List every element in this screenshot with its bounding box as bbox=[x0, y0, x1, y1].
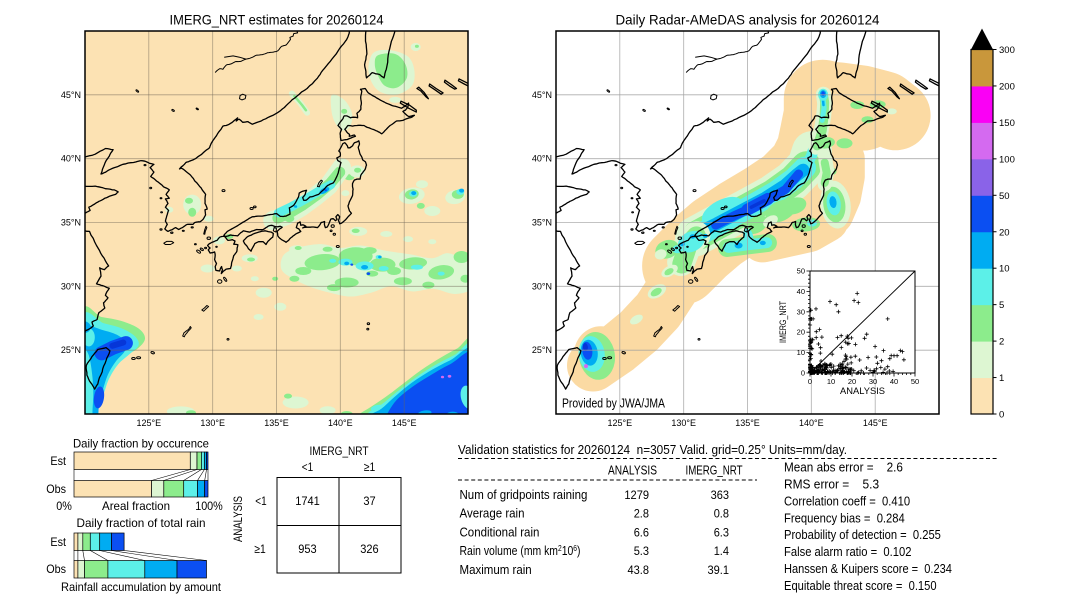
svg-text:2: 2 bbox=[999, 337, 1004, 348]
svg-text:0: 0 bbox=[801, 369, 805, 378]
svg-text:300: 300 bbox=[999, 45, 1015, 56]
svg-text:≥1: ≥1 bbox=[254, 542, 266, 556]
svg-text:35°N: 35°N bbox=[61, 218, 81, 228]
svg-text:50: 50 bbox=[911, 377, 919, 386]
svg-text:50: 50 bbox=[999, 191, 1010, 202]
svg-text:10: 10 bbox=[827, 377, 835, 386]
svg-text:0: 0 bbox=[808, 377, 812, 386]
svg-text:135°E: 135°E bbox=[735, 418, 760, 428]
svg-text:100%: 100% bbox=[195, 499, 223, 513]
svg-text:ANALYSIS: ANALYSIS bbox=[231, 496, 245, 542]
svg-text:Obs: Obs bbox=[46, 562, 66, 576]
svg-text:40°N: 40°N bbox=[61, 154, 81, 164]
svg-text:<1: <1 bbox=[302, 460, 314, 474]
svg-text:0: 0 bbox=[999, 410, 1004, 421]
svg-text:1.4: 1.4 bbox=[714, 544, 730, 558]
svg-text:45°N: 45°N bbox=[61, 90, 81, 100]
svg-text:Hanssen & Kuipers score = 0.2: Hanssen & Kuipers score = 0.234 bbox=[784, 562, 952, 576]
svg-text:IMERG_NRT: IMERG_NRT bbox=[778, 301, 788, 343]
svg-text:IMERG_NRT: IMERG_NRT bbox=[686, 464, 743, 478]
svg-text:ANALYSIS: ANALYSIS bbox=[608, 464, 657, 478]
svg-text:20: 20 bbox=[848, 377, 856, 386]
svg-text:125°E: 125°E bbox=[136, 418, 161, 428]
svg-text:25°N: 25°N bbox=[61, 345, 81, 355]
svg-text:Daily Radar-AMeDAS analysis fo: Daily Radar-AMeDAS analysis for 20260124 bbox=[616, 12, 880, 28]
svg-text:30°N: 30°N bbox=[61, 281, 81, 291]
svg-text:Mean abs error = 2.6: Mean abs error = 2.6 bbox=[784, 460, 903, 474]
svg-text:Probability of detection = 0.: Probability of detection = 0.255 bbox=[784, 528, 941, 542]
svg-text:Average rain: Average rain bbox=[460, 507, 525, 521]
svg-text:37: 37 bbox=[363, 494, 376, 508]
svg-text:40°N: 40°N bbox=[532, 154, 552, 164]
svg-text:100: 100 bbox=[999, 154, 1015, 165]
svg-text:Est: Est bbox=[50, 535, 66, 549]
svg-text:Conditional rain: Conditional rain bbox=[460, 525, 540, 539]
svg-text:20: 20 bbox=[797, 328, 805, 337]
svg-text:2.8: 2.8 bbox=[634, 507, 650, 521]
svg-text:Daily fraction of total rain: Daily fraction of total rain bbox=[77, 516, 206, 530]
svg-text:0.8: 0.8 bbox=[714, 507, 730, 521]
svg-text:150: 150 bbox=[999, 118, 1015, 129]
svg-text:45°N: 45°N bbox=[532, 90, 552, 100]
svg-text:Rainfall accumulation by amoun: Rainfall accumulation by amount bbox=[61, 580, 222, 594]
svg-text:1741: 1741 bbox=[295, 494, 320, 508]
svg-text:50: 50 bbox=[797, 267, 805, 276]
svg-text:30°N: 30°N bbox=[532, 281, 552, 291]
svg-text:False alarm ratio = 0.102: False alarm ratio = 0.102 bbox=[784, 545, 912, 559]
svg-text:145°E: 145°E bbox=[863, 418, 888, 428]
svg-text:6.6: 6.6 bbox=[634, 525, 650, 539]
svg-text:Rain volume (mm km2106): Rain volume (mm km2106) bbox=[460, 544, 581, 558]
svg-text:Correlation coeff = 0.410: Correlation coeff = 0.410 bbox=[784, 494, 910, 508]
svg-text:1279: 1279 bbox=[624, 488, 649, 502]
svg-text:10: 10 bbox=[999, 264, 1010, 275]
svg-text:Validation statistics for 2026: Validation statistics for 20260124 n=305… bbox=[458, 442, 847, 457]
svg-text:<1: <1 bbox=[255, 494, 267, 508]
svg-text:IMERG_NRT: IMERG_NRT bbox=[310, 444, 370, 458]
svg-text:5: 5 bbox=[999, 300, 1004, 311]
svg-text:ANALYSIS: ANALYSIS bbox=[840, 386, 885, 397]
svg-text:35°N: 35°N bbox=[532, 218, 552, 228]
svg-text:10: 10 bbox=[797, 348, 805, 357]
svg-text:953: 953 bbox=[298, 542, 317, 556]
svg-text:130°E: 130°E bbox=[200, 418, 225, 428]
svg-text:≥1: ≥1 bbox=[364, 460, 376, 474]
svg-text:RMS error = 5.3: RMS error = 5.3 bbox=[784, 477, 879, 491]
svg-text:40: 40 bbox=[890, 377, 898, 386]
svg-text:39.1: 39.1 bbox=[708, 563, 730, 577]
svg-text:125°E: 125°E bbox=[607, 418, 632, 428]
svg-text:25°N: 25°N bbox=[532, 345, 552, 355]
svg-text:145°E: 145°E bbox=[392, 418, 417, 428]
svg-text:5.3: 5.3 bbox=[634, 544, 650, 558]
svg-text:30: 30 bbox=[797, 307, 805, 316]
svg-text:1: 1 bbox=[999, 373, 1004, 384]
svg-text:140°E: 140°E bbox=[328, 418, 353, 428]
svg-text:40: 40 bbox=[797, 287, 805, 296]
svg-text:200: 200 bbox=[999, 81, 1015, 92]
svg-text:130°E: 130°E bbox=[671, 418, 696, 428]
svg-text:Areal fraction: Areal fraction bbox=[102, 499, 170, 513]
svg-text:Daily fraction by occurence: Daily fraction by occurence bbox=[73, 437, 209, 451]
svg-text:Provided by JWA/JMA: Provided by JWA/JMA bbox=[562, 397, 666, 411]
svg-text:30: 30 bbox=[869, 377, 877, 386]
svg-text:Obs: Obs bbox=[46, 482, 66, 496]
svg-text:326: 326 bbox=[360, 542, 379, 556]
svg-text:Frequency bias = 0.284: Frequency bias = 0.284 bbox=[784, 511, 905, 525]
svg-text:Est: Est bbox=[50, 454, 66, 468]
svg-text:140°E: 140°E bbox=[799, 418, 824, 428]
svg-text:20: 20 bbox=[999, 227, 1010, 238]
svg-text:0%: 0% bbox=[56, 499, 72, 513]
svg-text:IMERG_NRT estimates for 202601: IMERG_NRT estimates for 20260124 bbox=[170, 12, 384, 28]
svg-text:43.8: 43.8 bbox=[628, 563, 650, 577]
svg-text:135°E: 135°E bbox=[264, 418, 289, 428]
svg-text:Equitable threat score = 0.15: Equitable threat score = 0.150 bbox=[784, 579, 937, 593]
svg-text:Maximum rain: Maximum rain bbox=[460, 563, 532, 577]
svg-text:6.3: 6.3 bbox=[714, 525, 730, 539]
svg-text:363: 363 bbox=[711, 488, 730, 502]
svg-text:Num of gridpoints raining: Num of gridpoints raining bbox=[460, 488, 588, 502]
